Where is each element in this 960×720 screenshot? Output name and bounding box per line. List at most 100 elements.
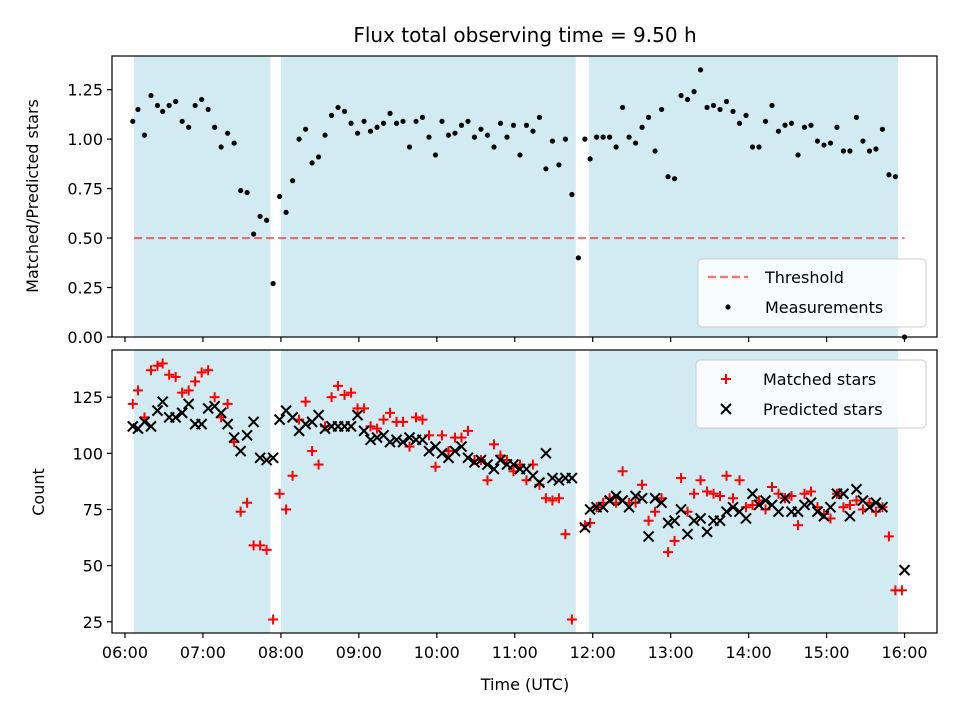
measurement-point [632, 140, 639, 146]
measurement-point [562, 136, 569, 142]
matched-star-point [792, 520, 803, 531]
x-tick-label: 10:00 [414, 643, 460, 662]
bottom-y-tick-label: 25 [83, 613, 103, 632]
measurement-point [834, 124, 840, 130]
measurement-point [517, 152, 523, 158]
measurement-point [439, 118, 445, 124]
measurement-point [296, 136, 302, 142]
top-axes-frame [111, 55, 938, 338]
predicted-star-point [870, 497, 882, 509]
measurement-point [289, 178, 296, 184]
measurement-point [244, 189, 250, 196]
matched-star-point [132, 385, 143, 396]
predicted-star-point [138, 416, 151, 428]
measurement-point [458, 122, 465, 128]
measurement-point [658, 106, 665, 113]
predicted-star-point [358, 425, 370, 437]
predicted-star-point [312, 409, 325, 421]
matched-star-point [896, 585, 907, 596]
measurement-point [879, 126, 886, 132]
predicted-star-point [488, 463, 500, 475]
predicted-star-point [286, 411, 299, 424]
predicted-star-point [384, 436, 396, 448]
bottom-axes-frame [111, 349, 938, 634]
measurement-point [575, 255, 582, 261]
measurement-point [549, 138, 556, 144]
predicted-star-point [863, 501, 876, 513]
predicted-star-point [850, 483, 863, 495]
measurement-point [361, 118, 367, 124]
matched-star-point [695, 475, 706, 486]
predicted-star-point [449, 445, 461, 457]
measurement-point [594, 134, 600, 140]
predicted-star-point [241, 429, 253, 442]
measurement-point [678, 92, 684, 99]
matched-star-point [799, 488, 810, 499]
predicted-star-point [623, 501, 635, 513]
matched-star-point [617, 466, 628, 477]
matched-star-point [152, 360, 163, 371]
legend-threshold-label: Threshold [764, 268, 844, 287]
predicted-star-point [481, 458, 494, 471]
predicted-star-point [156, 395, 169, 408]
measurement-point [749, 144, 756, 150]
top-observing-band-2 [280, 56, 576, 337]
measurement-point [387, 110, 393, 116]
measurement-point [478, 126, 484, 132]
matched-star-point [708, 488, 719, 499]
predicted-star-point [746, 488, 759, 500]
measurement-point [328, 112, 335, 118]
measurement-point [199, 96, 205, 103]
measurement-point [626, 134, 632, 140]
matched-star-point [411, 412, 422, 423]
matched-star-point [805, 486, 816, 497]
bottom-y-tick-label: 75 [83, 500, 103, 519]
measurement-point [348, 120, 354, 126]
measurement-point [251, 231, 257, 237]
matched-star-point [417, 414, 428, 425]
predicted-star-point [351, 409, 364, 421]
measurement-point [497, 120, 504, 126]
predicted-star-point [390, 434, 403, 446]
matched-star-point [488, 439, 499, 450]
matched-star-point [261, 544, 272, 555]
bottom-observing-band-1 [134, 350, 271, 633]
measurement-point [691, 89, 697, 95]
measurement-point [426, 134, 432, 140]
legend-measurements-swatch [725, 304, 731, 310]
measurement-point [866, 148, 873, 154]
matched-star-point [145, 365, 156, 376]
predicted-star-point [176, 407, 188, 419]
measurement-point [276, 193, 283, 200]
matched-star-point [307, 446, 318, 457]
matched-star-point [196, 367, 207, 378]
predicted-star-point [397, 436, 409, 448]
measurement-point [808, 122, 814, 128]
matched-star-point [747, 499, 758, 510]
bottom-y-axis-label: Count [29, 468, 48, 516]
predicted-star-point [221, 418, 234, 430]
predicted-star-point [688, 514, 700, 527]
matched-star-point [255, 540, 266, 551]
predicted-star-point [507, 458, 520, 471]
measurement-point [270, 280, 276, 287]
x-tick-label: 06:00 [102, 643, 148, 662]
legend-matched-swatch [721, 374, 731, 384]
top-y-tick-label: 0.25 [67, 279, 103, 298]
top-y-tick-label: 1.00 [67, 130, 103, 149]
predicted-star-point [675, 503, 687, 516]
matched-star-point [767, 482, 777, 493]
measurement-point [639, 124, 645, 130]
measurement-point [413, 118, 419, 124]
measurement-point [684, 96, 691, 103]
measurement-point [367, 128, 374, 134]
matched-star-point [734, 475, 745, 486]
matched-star-point [385, 407, 396, 418]
matched-star-point [844, 499, 855, 510]
matched-star-point [669, 535, 680, 546]
measurement-point [743, 112, 749, 118]
measurement-point [322, 132, 328, 138]
measurement-point [179, 118, 185, 124]
measurement-point [814, 138, 821, 144]
